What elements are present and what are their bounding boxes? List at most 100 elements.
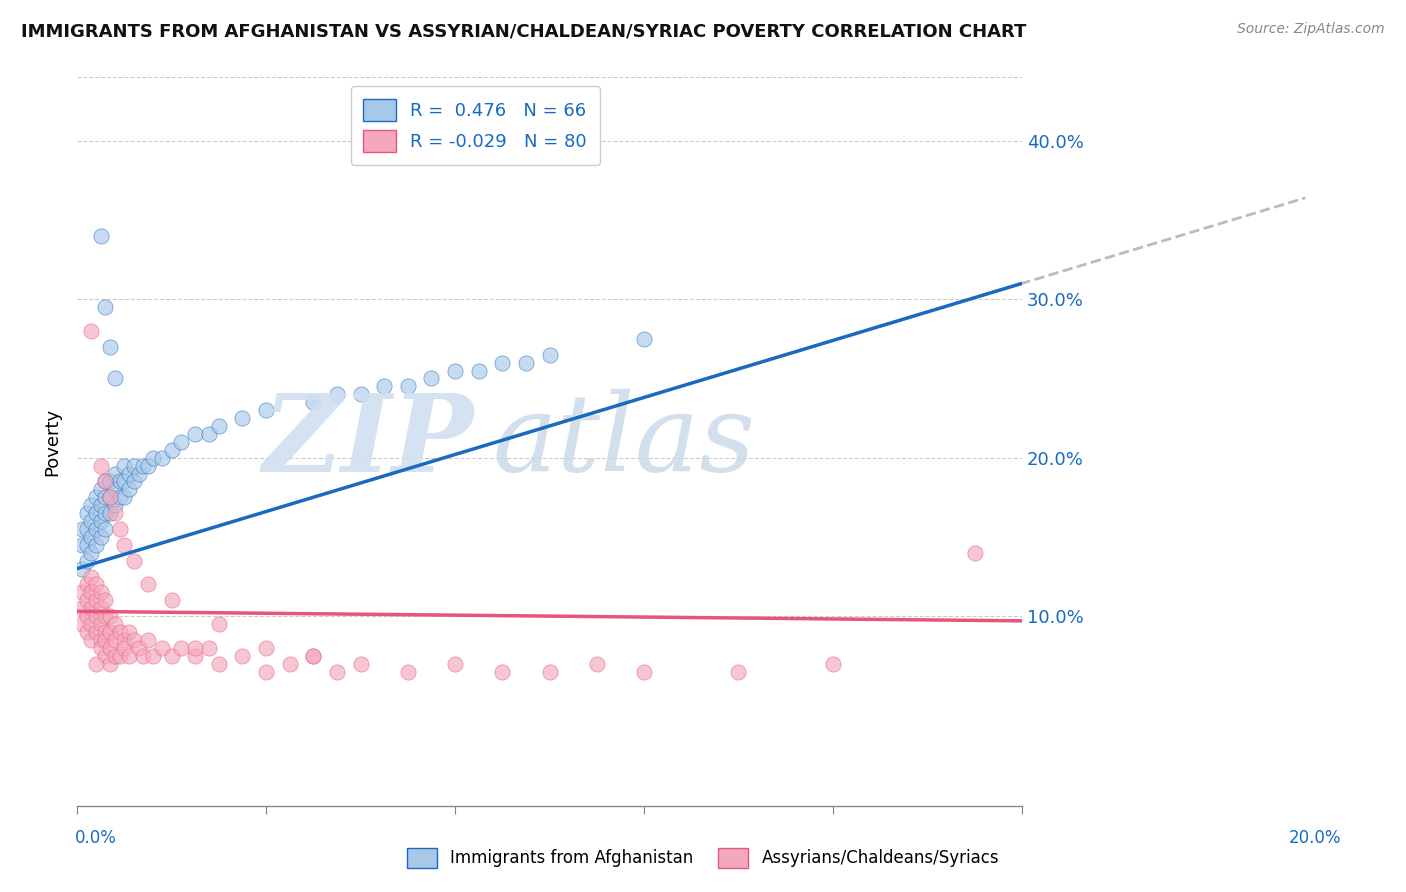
- Point: [184, 648, 207, 663]
- Point: [396, 665, 419, 679]
- Point: [396, 379, 419, 393]
- Point: [302, 648, 325, 663]
- Point: [128, 467, 150, 481]
- Point: [122, 475, 145, 489]
- Point: [112, 640, 135, 655]
- Point: [118, 648, 141, 663]
- Point: [108, 490, 131, 504]
- Point: [98, 609, 121, 624]
- Point: [254, 640, 277, 655]
- Point: [349, 657, 371, 671]
- Point: [727, 665, 749, 679]
- Point: [122, 554, 145, 568]
- Point: [231, 648, 253, 663]
- Point: [80, 514, 103, 528]
- Point: [94, 475, 117, 489]
- Point: [136, 577, 159, 591]
- Point: [302, 395, 325, 409]
- Point: [515, 356, 537, 370]
- Point: [108, 522, 131, 536]
- Point: [76, 538, 98, 552]
- Point: [76, 609, 98, 624]
- Point: [104, 632, 127, 647]
- Point: [118, 624, 141, 639]
- Point: [84, 593, 107, 607]
- Point: [112, 475, 135, 489]
- Point: [142, 450, 165, 465]
- Point: [84, 624, 107, 639]
- Point: [98, 624, 121, 639]
- Point: [170, 434, 193, 449]
- Point: [94, 506, 117, 520]
- Point: [585, 657, 607, 671]
- Point: [70, 522, 93, 536]
- Text: 20.0%: 20.0%: [1288, 829, 1341, 847]
- Point: [467, 363, 489, 377]
- Point: [94, 609, 117, 624]
- Point: [444, 363, 467, 377]
- Point: [254, 403, 277, 417]
- Point: [90, 601, 112, 615]
- Point: [538, 348, 561, 362]
- Point: [208, 419, 231, 434]
- Point: [70, 538, 93, 552]
- Text: IMMIGRANTS FROM AFGHANISTAN VS ASSYRIAN/CHALDEAN/SYRIAC POVERTY CORRELATION CHAR: IMMIGRANTS FROM AFGHANISTAN VS ASSYRIAN/…: [21, 22, 1026, 40]
- Point: [208, 657, 231, 671]
- Point: [122, 632, 145, 647]
- Point: [76, 522, 98, 536]
- Point: [80, 530, 103, 544]
- Point: [633, 665, 655, 679]
- Point: [80, 569, 103, 583]
- Point: [84, 577, 107, 591]
- Point: [326, 665, 349, 679]
- Point: [112, 538, 135, 552]
- Point: [98, 490, 121, 504]
- Point: [108, 648, 131, 663]
- Point: [198, 426, 221, 441]
- Point: [80, 617, 103, 632]
- Y-axis label: Poverty: Poverty: [44, 408, 60, 476]
- Point: [160, 648, 183, 663]
- Point: [349, 387, 371, 401]
- Point: [76, 624, 98, 639]
- Point: [98, 640, 121, 655]
- Point: [98, 475, 121, 489]
- Point: [160, 442, 183, 457]
- Point: [136, 458, 159, 473]
- Point: [94, 648, 117, 663]
- Point: [90, 640, 112, 655]
- Point: [84, 657, 107, 671]
- Point: [90, 483, 112, 497]
- Text: atlas: atlas: [494, 389, 756, 494]
- Point: [963, 546, 986, 560]
- Point: [373, 379, 395, 393]
- Point: [98, 490, 121, 504]
- Point: [132, 458, 155, 473]
- Point: [231, 411, 253, 425]
- Point: [80, 632, 103, 647]
- Point: [98, 340, 121, 354]
- Point: [208, 617, 231, 632]
- Point: [150, 450, 173, 465]
- Point: [90, 585, 112, 599]
- Point: [108, 624, 131, 639]
- Point: [80, 324, 103, 338]
- Point: [94, 490, 117, 504]
- Point: [80, 546, 103, 560]
- Point: [326, 387, 349, 401]
- Legend: R =  0.476   N = 66, R = -0.029   N = 80: R = 0.476 N = 66, R = -0.029 N = 80: [350, 87, 599, 165]
- Point: [70, 601, 93, 615]
- Point: [90, 458, 112, 473]
- Point: [84, 538, 107, 552]
- Point: [98, 657, 121, 671]
- Point: [94, 300, 117, 314]
- Text: ZIP: ZIP: [263, 389, 474, 495]
- Point: [112, 632, 135, 647]
- Point: [633, 332, 655, 346]
- Point: [84, 522, 107, 536]
- Point: [538, 665, 561, 679]
- Point: [90, 514, 112, 528]
- Point: [80, 585, 103, 599]
- Point: [94, 632, 117, 647]
- Point: [128, 640, 150, 655]
